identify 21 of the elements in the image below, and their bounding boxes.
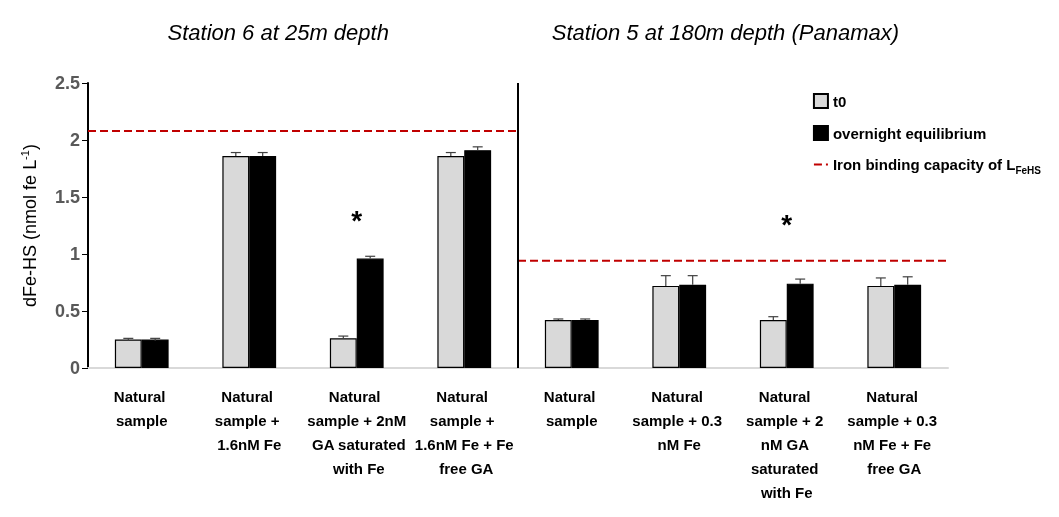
x-tick-label: Natural sample + 1.6nM Fe + Fe free GA [414, 387, 514, 477]
text: Station 6 at 25m depth [167, 19, 389, 45]
y-tick-label: 0.5 [54, 301, 80, 321]
x-tick-label: Natural sample + 0.3 nM Fe [632, 387, 727, 453]
x-tick-label: Natural sample + 0.3 nM Fe + Fe free GA [847, 387, 942, 477]
x-tick-label: Natural sample + 1.6nM Fe [214, 387, 284, 453]
text: Station 5 at 180m depth (Panamax) [551, 19, 900, 45]
y-tick-label: 1 [69, 244, 80, 264]
x-tick-label: Natural sample + 2 nM GA saturated with Fe [746, 387, 828, 501]
y-axis-title: dFe-HS (nmol fe L-1) [18, 144, 40, 307]
x-tick-label: Natural sample [113, 387, 170, 429]
annotation: * [351, 204, 363, 236]
annotation: * [781, 209, 793, 241]
y-tick-label: 2 [69, 130, 80, 150]
x-tick-label: Natural sample [543, 387, 600, 429]
legend-label: overnight equilibrium [832, 124, 987, 142]
legend-label: t0 [832, 92, 847, 110]
y-tick-label: 2.5 [54, 73, 80, 93]
x-tick-label: Natural sample + 2nM GA saturated with Fe [307, 387, 407, 477]
y-tick-label: 1.5 [54, 187, 80, 207]
y-tick-label: 0 [69, 358, 80, 378]
